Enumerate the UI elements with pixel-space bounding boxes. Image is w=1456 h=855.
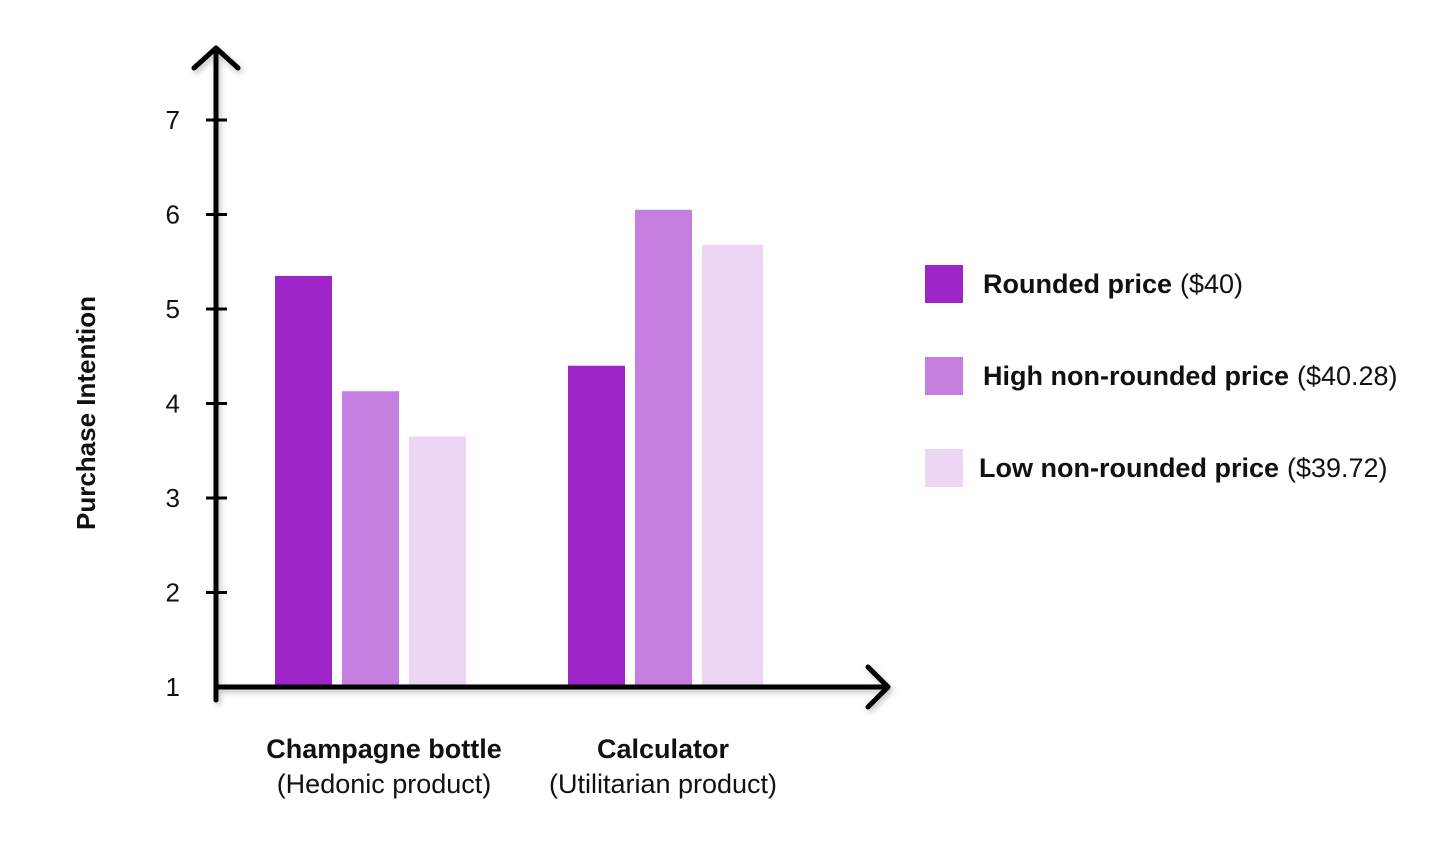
legend-price-low: ($39.72) — [1286, 452, 1388, 483]
bar — [702, 244, 763, 688]
bar — [635, 209, 692, 687]
legend-name-rounded: Rounded price — [983, 268, 1173, 299]
legend-name-low: Low non-rounded price — [979, 452, 1279, 483]
bar — [342, 391, 399, 687]
y-tick-label: 1 — [166, 672, 180, 702]
legend-swatch-low — [925, 449, 963, 487]
legend-swatch-rounded — [925, 265, 963, 303]
category-name: Calculator — [597, 734, 730, 764]
y-tick-label: 3 — [166, 483, 180, 513]
legend-swatch-high — [925, 357, 963, 395]
category-name: Champagne bottle — [266, 734, 502, 764]
bar — [409, 436, 466, 687]
bar — [275, 275, 332, 687]
legend-label-rounded: Rounded price ($40) — [983, 269, 1243, 300]
legend-label-high: High non-rounded price ($40.28) — [983, 361, 1398, 392]
y-tick-label: 7 — [166, 105, 180, 135]
legend-name-high: High non-rounded price — [983, 360, 1289, 391]
y-tick-label: 5 — [166, 294, 180, 324]
legend-price-high: ($40.28) — [1296, 360, 1398, 391]
y-axis-arrow — [191, 45, 241, 71]
y-axis-label: Purchase Intention — [71, 296, 101, 530]
legend-label-low: Low non-rounded price ($39.72) — [979, 453, 1388, 484]
legend-item-rounded: Rounded price ($40) — [925, 264, 1243, 304]
x-axis-arrow — [865, 664, 891, 710]
y-tick-label: 4 — [166, 389, 180, 419]
category-subtitle: (Utilitarian product) — [549, 769, 777, 799]
legend-price-rounded: ($40) — [1180, 268, 1244, 299]
y-tick-label: 6 — [166, 200, 180, 230]
category-subtitle: (Hedonic product) — [277, 769, 492, 799]
bar — [568, 365, 625, 687]
legend-item-high: High non-rounded price ($40.28) — [925, 356, 1398, 396]
legend-item-low: Low non-rounded price ($39.72) — [925, 448, 1388, 488]
axes — [191, 45, 891, 710]
bars-group — [275, 209, 763, 688]
y-tick-label: 2 — [166, 578, 180, 608]
x-categories: Champagne bottle (Hedonic product) Calcula… — [266, 734, 777, 799]
